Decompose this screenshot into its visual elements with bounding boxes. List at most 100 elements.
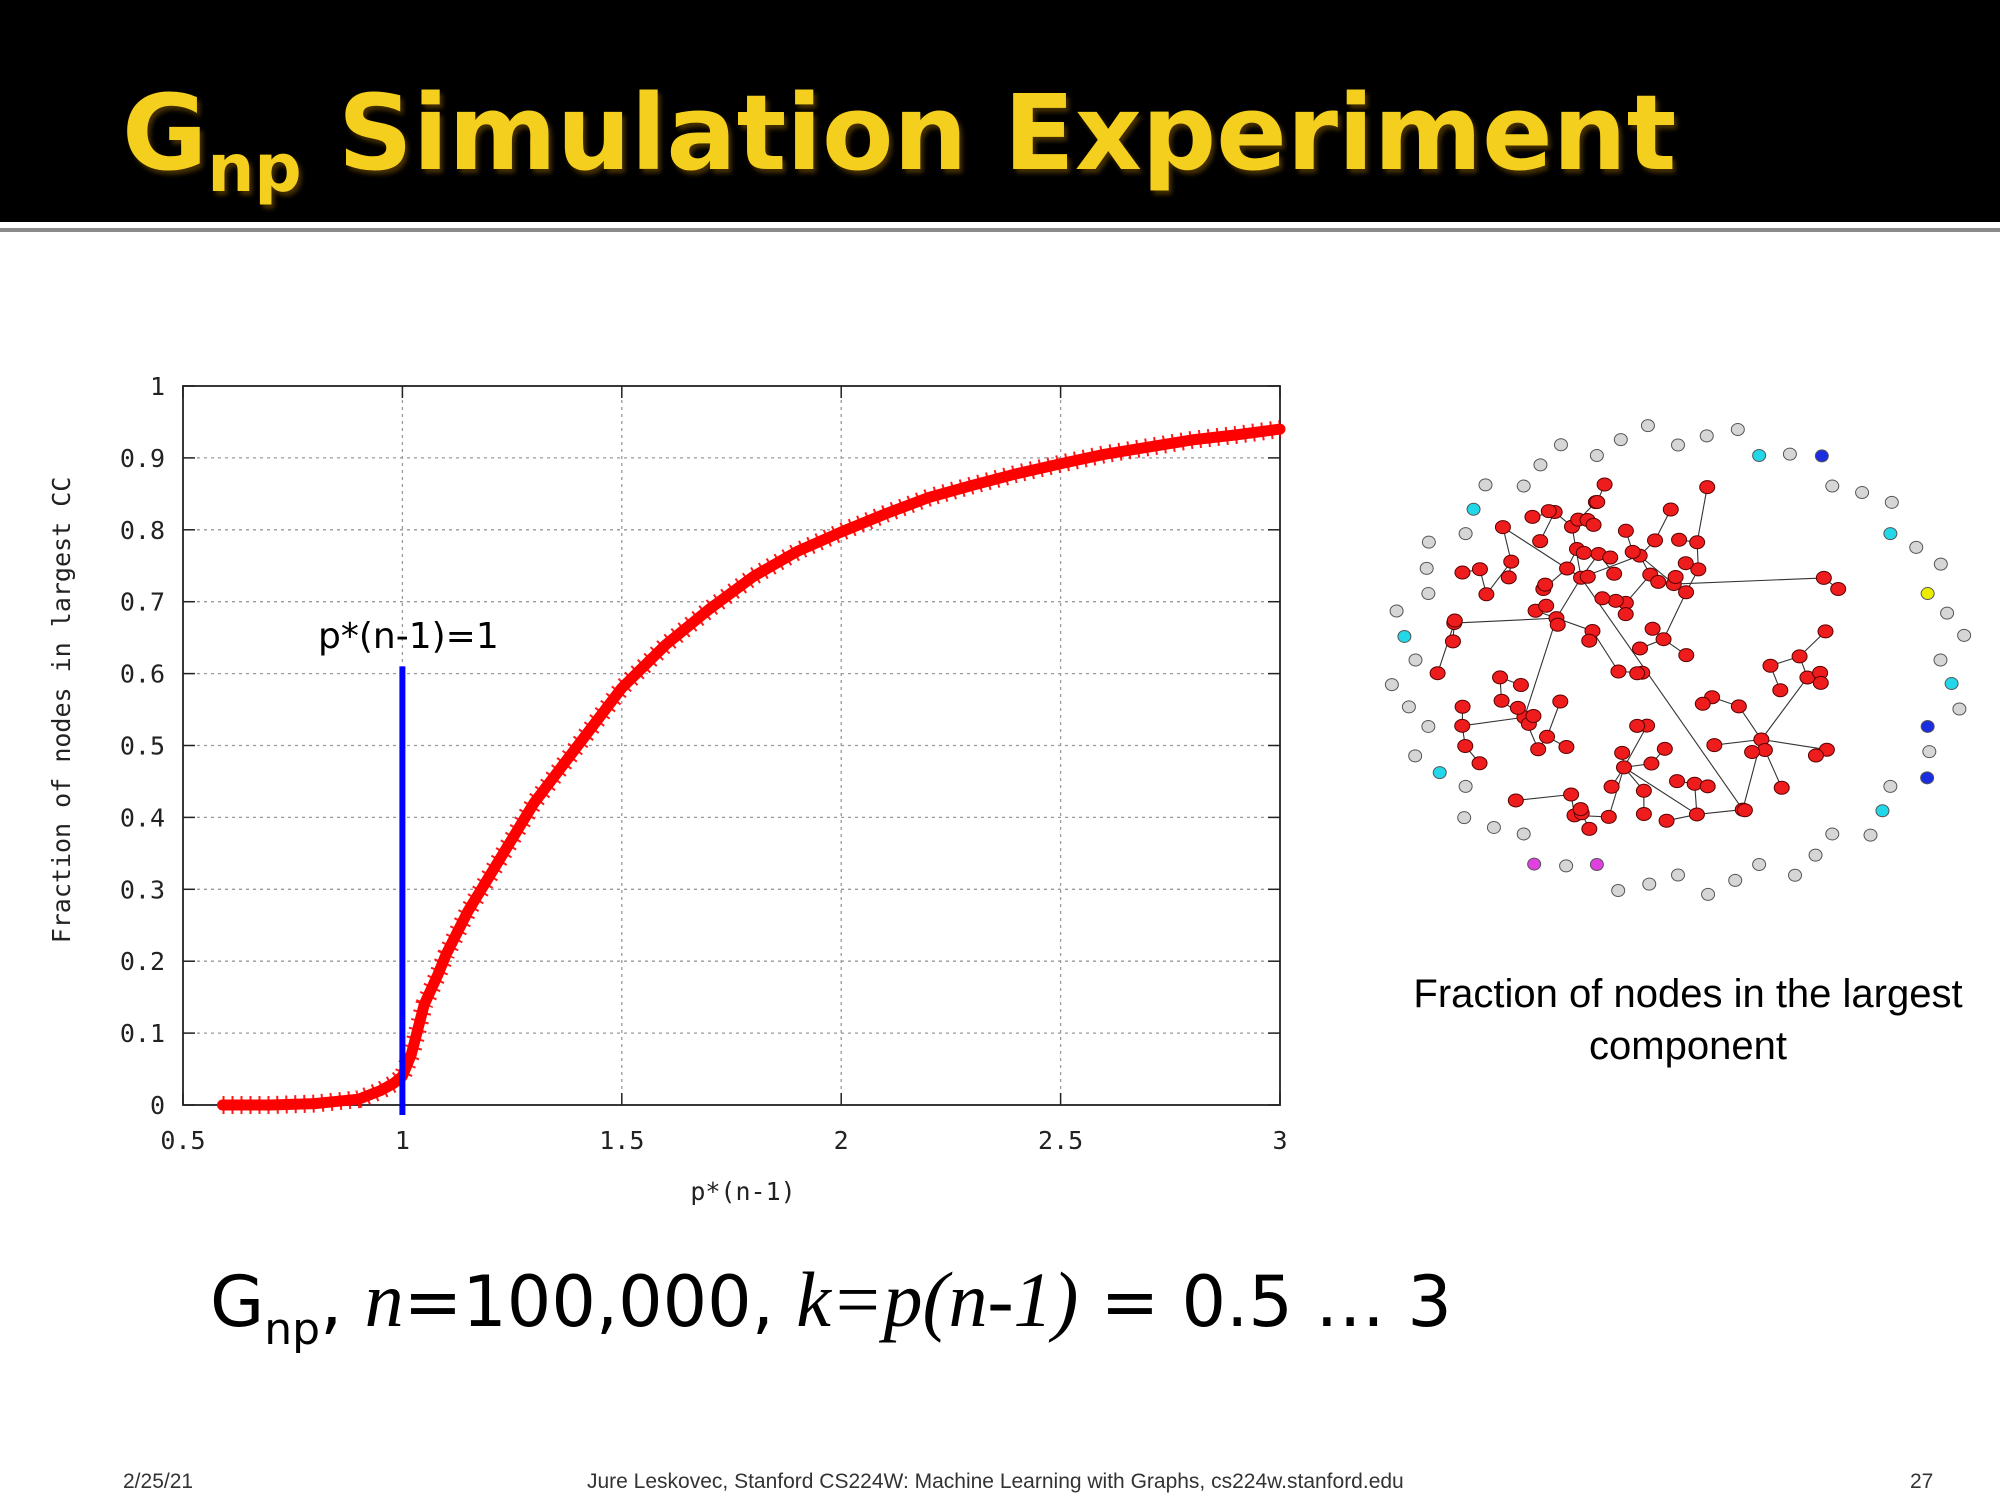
network-node-giant-component	[1688, 807, 1705, 822]
data-series-line-0	[217, 423, 1286, 1111]
network-node-giant-component	[1589, 494, 1606, 509]
network-node-small-component	[1814, 449, 1829, 463]
x-tick-label-3: 2	[834, 1126, 849, 1155]
network-node-small-component	[1527, 857, 1542, 871]
network-edge	[1462, 716, 1525, 727]
network-edge	[1673, 577, 1824, 585]
data-point-0-28	[1144, 443, 1153, 452]
network-node-giant-component	[1500, 570, 1517, 585]
data-point-0-9	[433, 971, 442, 980]
data-point-0-20	[793, 547, 802, 556]
network-node-giant-component	[1454, 718, 1471, 733]
y-tick-label-8: 0.8	[120, 516, 165, 545]
network-node-small-component	[1920, 771, 1935, 785]
network-node-small-component	[1421, 587, 1436, 601]
network-node-giant-component	[1635, 806, 1652, 821]
network-node-giant-component	[1549, 617, 1566, 632]
network-edge	[1623, 725, 1648, 768]
network-node-small-component	[1432, 766, 1447, 780]
network-node-giant-component	[1507, 793, 1524, 808]
network-node-small-component	[1419, 561, 1434, 575]
data-point-0-7	[407, 1050, 416, 1059]
data-series-markers-0	[222, 420, 1282, 1114]
network-node-giant-component	[1694, 696, 1711, 711]
data-point-0-2	[310, 1099, 319, 1108]
network-node-small-component	[1397, 629, 1412, 643]
network-edge	[1696, 487, 1708, 543]
network-node-giant-component	[1563, 787, 1580, 802]
network-node-giant-component	[1671, 532, 1688, 547]
network-node-giant-component	[1512, 678, 1529, 693]
network-node-giant-component	[1594, 591, 1611, 606]
y-tick-label-7: 0.7	[120, 588, 165, 617]
network-node-giant-component	[1678, 648, 1695, 663]
y-tick-label-0: 0	[150, 1091, 165, 1120]
network-node-small-component	[1728, 873, 1743, 887]
network-node-giant-component	[1509, 700, 1526, 715]
network-node-small-component	[1884, 495, 1899, 509]
data-point-0-0	[218, 1101, 227, 1109]
y-tick-label-2: 0.2	[120, 947, 165, 976]
title-subscript: np	[207, 130, 302, 207]
network-node-giant-component	[1585, 517, 1602, 532]
network-node-small-component	[1516, 827, 1531, 841]
footer-page-number: 27	[1910, 1470, 1934, 1493]
network-node-giant-component	[1602, 550, 1619, 565]
network-node-giant-component	[1558, 740, 1575, 755]
network-node-small-component	[1863, 828, 1878, 842]
data-point-0-24	[968, 481, 977, 490]
network-node-giant-component	[1699, 779, 1716, 794]
network-node-small-component	[1466, 502, 1481, 516]
network-node-small-component	[1883, 779, 1898, 793]
data-point-0-21	[837, 527, 846, 536]
y-tick-label-1: 0.1	[120, 1019, 165, 1048]
network-node-giant-component	[1650, 574, 1667, 589]
data-point-0-13	[508, 834, 517, 843]
network-node-giant-component	[1607, 593, 1624, 608]
y-tick-label-4: 0.4	[120, 803, 165, 832]
formula-comma: ,	[320, 1261, 365, 1343]
network-node-small-component	[1486, 820, 1501, 834]
network-node-giant-component	[1647, 533, 1664, 548]
network-node-giant-component	[1773, 780, 1790, 795]
data-point-0-25	[1012, 469, 1021, 478]
network-node-giant-component	[1596, 477, 1613, 492]
network-edge	[1523, 617, 1557, 718]
network-node-small-component	[1944, 677, 1959, 691]
network-node-giant-component	[1817, 624, 1834, 639]
data-point-0-17	[661, 640, 670, 649]
network-node-giant-component	[1615, 760, 1632, 775]
network-node-small-component	[1883, 527, 1898, 541]
title-bar	[0, 0, 2000, 222]
network-edge	[1760, 677, 1808, 740]
network-node-giant-component	[1532, 534, 1549, 549]
data-point-0-27	[1100, 450, 1109, 459]
network-node-giant-component	[1658, 813, 1675, 828]
network-node-giant-component	[1629, 666, 1646, 681]
network-node-giant-component	[1538, 598, 1555, 613]
network-node-giant-component	[1677, 556, 1694, 571]
network-node-small-component	[1922, 745, 1937, 759]
network-node-small-component	[1640, 419, 1655, 433]
network-node-giant-component	[1678, 585, 1695, 600]
y-tick-label-10: 1	[150, 372, 165, 401]
network-node-small-component	[1752, 449, 1767, 463]
data-point-0-29	[1188, 435, 1197, 444]
data-point-0-31	[1276, 425, 1284, 434]
network-node-giant-component	[1656, 741, 1673, 756]
network-node-giant-component	[1581, 633, 1598, 648]
network-node-giant-component	[1629, 718, 1646, 733]
network-node-small-component	[1933, 653, 1948, 667]
network-node-giant-component	[1689, 535, 1706, 550]
x-tick-label-5: 3	[1272, 1126, 1287, 1155]
network-node-giant-component	[1614, 745, 1631, 760]
y-tick-label-5: 0.5	[120, 732, 165, 761]
data-point-0-14	[530, 799, 539, 808]
formula-g: G	[210, 1261, 265, 1343]
network-edge	[1515, 793, 1572, 802]
network-edge	[1555, 577, 1582, 619]
network-node-giant-component	[1662, 502, 1679, 517]
data-point-0-18	[705, 604, 714, 613]
network-node-small-component	[1825, 827, 1840, 841]
